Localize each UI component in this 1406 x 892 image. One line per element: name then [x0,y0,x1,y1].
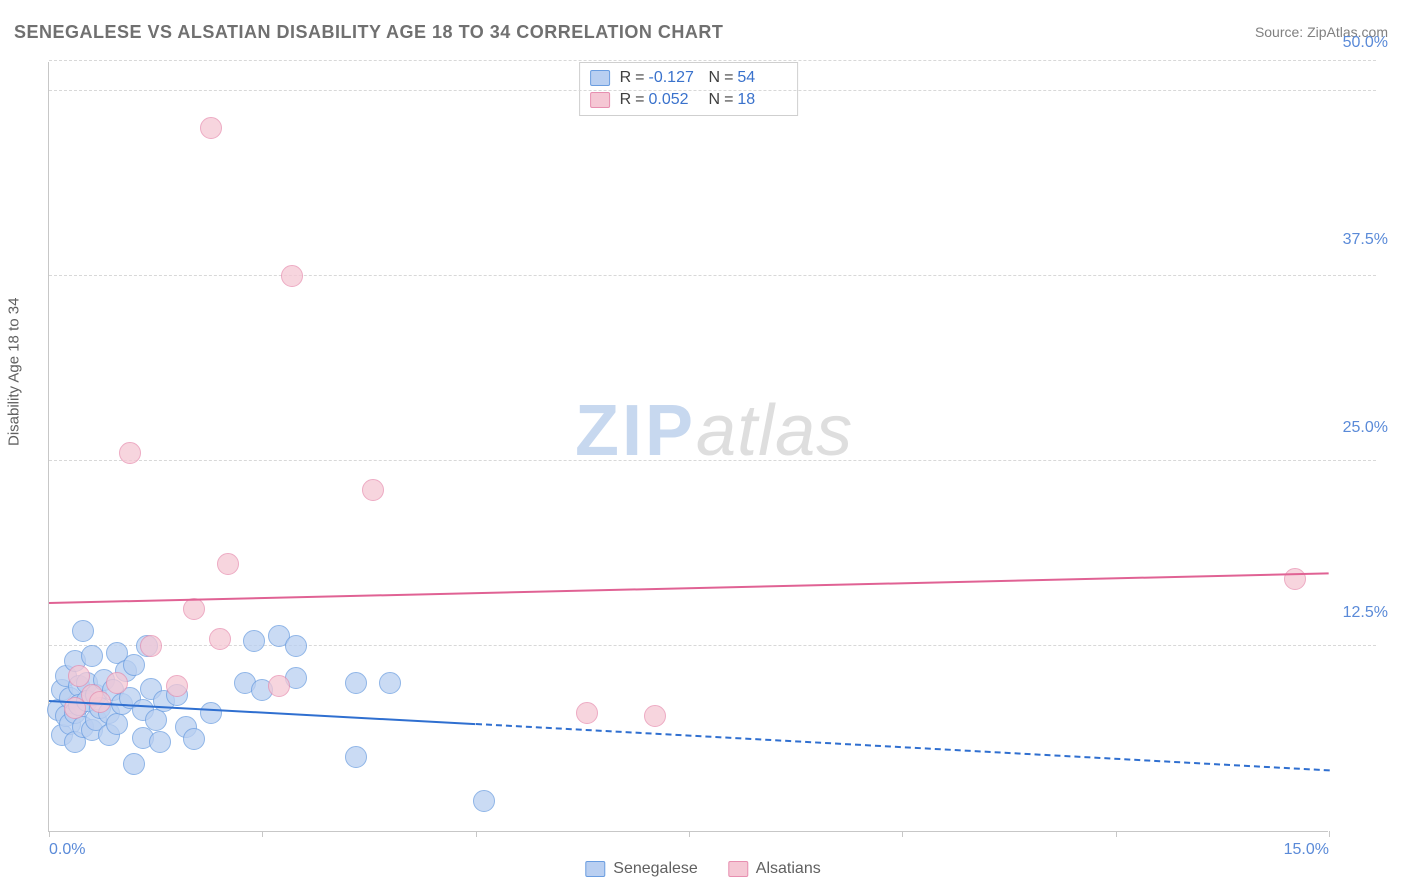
legend-n: N=18 [709,91,788,109]
x-tick [476,831,477,837]
legend-item: Senegalese [585,860,698,878]
legend-item: Alsatians [728,860,821,878]
x-tick-label: 0.0% [49,841,85,859]
gridline-h [49,460,1376,461]
series-legend: Senegalese Alsatians [585,860,820,878]
legend-r: R=-0.127 [620,69,699,87]
data-point [209,628,231,650]
data-point [200,117,222,139]
data-point [72,620,94,642]
legend-label: Alsatians [756,860,821,878]
y-tick-label: 37.5% [1343,231,1388,249]
gridline-h [49,275,1376,276]
data-point [123,753,145,775]
gridline-h [49,90,1376,91]
source-label: Source: [1255,24,1303,40]
x-tick [1329,831,1330,837]
trend-line [476,723,1329,771]
trend-line [49,573,1329,605]
data-point [473,790,495,812]
data-point [217,553,239,575]
data-point [281,265,303,287]
data-point [119,442,141,464]
data-point [243,630,265,652]
gridline-h [49,60,1376,61]
plot-area: ZIPatlas R=-0.127N=54R=0.052N=18 12.5%25… [48,62,1328,832]
data-point [145,709,167,731]
x-tick-label: 15.0% [1284,841,1329,859]
legend-row: R=-0.127 N=54 [590,67,788,89]
legend-r: R=0.052 [620,91,699,109]
x-tick [1116,831,1117,837]
data-point [106,713,128,735]
x-tick [902,831,903,837]
x-tick [689,831,690,837]
legend-n: N=54 [709,69,788,87]
legend-swatch [728,861,748,877]
data-point [345,672,367,694]
data-point [345,746,367,768]
data-point [285,635,307,657]
chart-title: SENEGALESE VS ALSATIAN DISABILITY AGE 18… [14,22,723,43]
y-axis-title: Disability Age 18 to 34 [6,298,23,446]
data-point [183,598,205,620]
legend-row: R=0.052 N=18 [590,89,788,111]
legend-swatch [585,861,605,877]
data-point [166,675,188,697]
y-tick-label: 50.0% [1343,34,1388,52]
data-point [576,702,598,724]
data-point [1284,568,1306,590]
data-point [362,479,384,501]
legend-swatch [590,70,610,86]
data-point [644,705,666,727]
data-point [106,672,128,694]
data-point [149,731,171,753]
data-point [268,675,290,697]
data-point [140,635,162,657]
x-tick [49,831,50,837]
data-point [183,728,205,750]
legend-swatch [590,92,610,108]
data-point [200,702,222,724]
data-point [81,645,103,667]
y-tick-label: 25.0% [1343,419,1388,437]
data-point [68,665,90,687]
legend-label: Senegalese [613,860,698,878]
x-tick [262,831,263,837]
chart-container: SENEGALESE VS ALSATIAN DISABILITY AGE 18… [0,0,1406,892]
data-point [379,672,401,694]
data-point [123,654,145,676]
y-tick-label: 12.5% [1343,604,1388,622]
